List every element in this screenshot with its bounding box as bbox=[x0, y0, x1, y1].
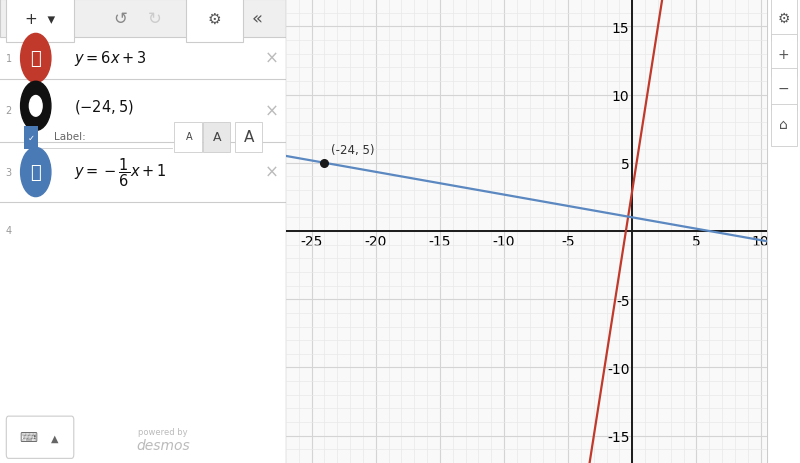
Text: 2: 2 bbox=[6, 106, 12, 116]
FancyBboxPatch shape bbox=[174, 123, 202, 153]
Text: ▲: ▲ bbox=[50, 432, 58, 443]
Text: ×: × bbox=[265, 163, 278, 181]
FancyBboxPatch shape bbox=[203, 123, 230, 153]
Text: ×: × bbox=[265, 50, 278, 68]
Text: ⚙: ⚙ bbox=[208, 12, 222, 26]
Text: ⚙: ⚙ bbox=[778, 12, 790, 26]
Text: (-24, 5): (-24, 5) bbox=[331, 144, 374, 157]
Text: powered by: powered by bbox=[138, 427, 188, 436]
Text: ↻: ↻ bbox=[147, 10, 162, 28]
Text: +  ▾: + ▾ bbox=[25, 12, 55, 26]
FancyBboxPatch shape bbox=[770, 0, 797, 41]
FancyBboxPatch shape bbox=[234, 123, 262, 153]
Circle shape bbox=[21, 148, 51, 197]
Circle shape bbox=[21, 82, 51, 131]
Circle shape bbox=[30, 96, 42, 117]
FancyBboxPatch shape bbox=[770, 69, 797, 111]
Text: A: A bbox=[244, 129, 254, 144]
Text: A: A bbox=[186, 132, 192, 142]
Text: ×: × bbox=[265, 102, 278, 120]
Text: 4: 4 bbox=[6, 226, 12, 236]
Text: $(-24, 5)$: $(-24, 5)$ bbox=[74, 98, 134, 116]
Text: −: − bbox=[778, 82, 790, 96]
Text: «: « bbox=[252, 10, 263, 28]
FancyBboxPatch shape bbox=[770, 104, 797, 147]
Text: Label:: Label: bbox=[54, 132, 86, 142]
Text: Ⓦ: Ⓦ bbox=[30, 163, 41, 181]
FancyBboxPatch shape bbox=[24, 127, 38, 149]
Text: ↺: ↺ bbox=[113, 10, 127, 28]
FancyBboxPatch shape bbox=[6, 416, 74, 458]
Circle shape bbox=[21, 34, 51, 83]
Text: desmos: desmos bbox=[136, 438, 190, 452]
FancyBboxPatch shape bbox=[6, 0, 74, 43]
FancyBboxPatch shape bbox=[0, 0, 286, 38]
FancyBboxPatch shape bbox=[770, 35, 797, 77]
Text: 1: 1 bbox=[6, 54, 12, 64]
Text: 3: 3 bbox=[6, 168, 12, 178]
Text: $y = 6x + 3$: $y = 6x + 3$ bbox=[74, 50, 147, 69]
Text: ⌨: ⌨ bbox=[19, 431, 38, 444]
Text: ✓: ✓ bbox=[28, 134, 34, 143]
Text: +: + bbox=[778, 48, 790, 62]
Text: ⌂: ⌂ bbox=[779, 118, 788, 131]
FancyBboxPatch shape bbox=[186, 0, 243, 43]
Text: $y = -\dfrac{1}{6}x + 1$: $y = -\dfrac{1}{6}x + 1$ bbox=[74, 156, 167, 189]
Text: Ⓦ: Ⓦ bbox=[30, 50, 41, 68]
Text: A: A bbox=[213, 130, 222, 143]
